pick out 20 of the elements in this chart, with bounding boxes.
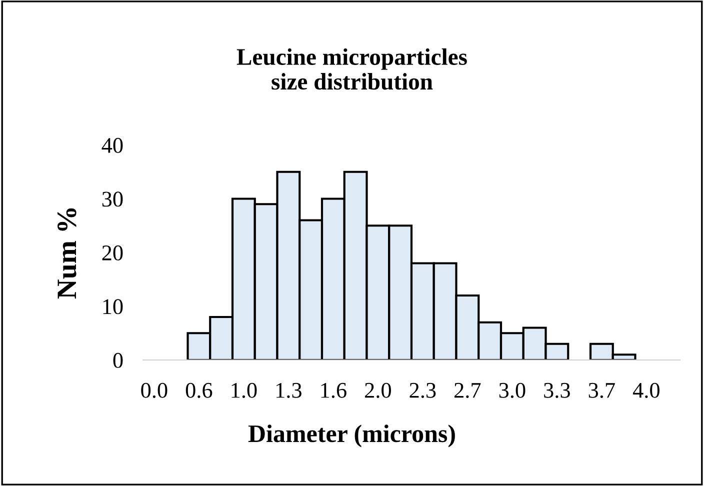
y-tick-label: 30 (102, 192, 123, 207)
x-tick-label: 2.0 (365, 382, 391, 398)
y-tick-label: 40 (102, 138, 123, 153)
x-tick-label: 4.0 (632, 382, 660, 398)
x-axis-title: Diameter (microns) (248, 424, 455, 448)
x-tick-label: 2.3 (410, 382, 436, 398)
y-axis-title: Num % (58, 208, 76, 299)
x-tick-label: 1.3 (276, 382, 302, 398)
x-tick-label: 3.3 (544, 382, 570, 398)
x-tick-label: 1.6 (321, 382, 346, 398)
chart-title: Leucine microparticles size distribution (236, 48, 467, 90)
y-tick-label: 20 (102, 245, 123, 260)
x-tick-label: 0.0 (141, 382, 168, 398)
y-tick-label: 0 (113, 352, 123, 368)
x-tick-label: 2.7 (454, 382, 481, 398)
x-tick-label: 3.7 (588, 382, 615, 398)
x-tick-label: 3.0 (499, 382, 526, 398)
y-tick-label: 10 (103, 299, 123, 314)
x-tick-label: 1.0 (232, 382, 257, 398)
x-tick-label: 0.6 (186, 382, 212, 398)
